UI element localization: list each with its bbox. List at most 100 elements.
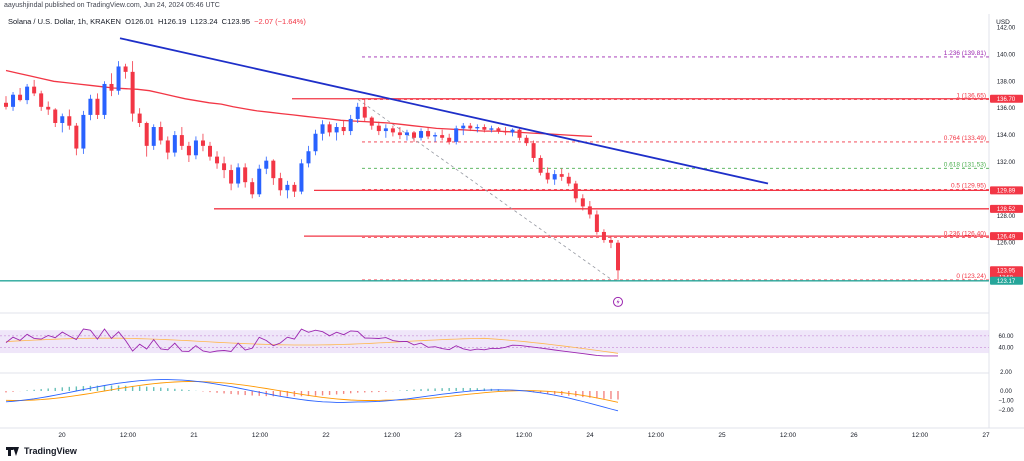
macd-tick-label: 2.00 (1000, 370, 1012, 376)
candle-body (116, 66, 121, 91)
candle-body (587, 206, 592, 215)
candle-body (67, 116, 72, 126)
candle-body (503, 131, 508, 133)
low-label: L (190, 17, 195, 26)
candle-body (208, 145, 212, 157)
candle-body (299, 163, 304, 192)
candle-body (74, 125, 79, 149)
candle-body (390, 128, 395, 133)
candle-body (193, 140, 198, 156)
candle-body (278, 178, 283, 191)
candle-body (573, 183, 578, 199)
price-axis-badge (990, 276, 1023, 285)
x-tick-label: 12:00 (648, 432, 665, 439)
candle-body (4, 102, 8, 107)
candle-body (306, 151, 311, 164)
candle-body (510, 129, 515, 133)
tradingview-footer[interactable]: TradingView (6, 446, 77, 456)
open-label: O (125, 17, 131, 26)
open-value: 126.01 (130, 17, 154, 26)
candle-body (580, 198, 585, 207)
candle-body (608, 240, 613, 243)
high-value: 126.19 (163, 17, 187, 26)
price-axis-badge (990, 186, 1023, 195)
candle-body (454, 128, 459, 142)
candle-body (53, 109, 58, 123)
x-tick-label: 24 (586, 432, 594, 439)
x-tick-label: 23 (454, 432, 462, 439)
fib-level-label: 0.618 (131.53) (944, 161, 986, 168)
price-axis-badge (990, 94, 1023, 103)
candle-body (348, 118, 353, 132)
candle-body (376, 125, 381, 132)
candle-body (222, 163, 227, 171)
candle-body (341, 127, 346, 132)
candle-body (566, 176, 571, 184)
candle-body (130, 71, 135, 114)
price-axis-badge-text: 129.89 (997, 189, 1016, 195)
candle-body (601, 231, 606, 241)
y-tick-label: 136.00 (997, 106, 1016, 112)
price-axis-badge-text: 136.70 (997, 97, 1016, 103)
symbol-name: Solana / U.S. Dollar, 1h, KRAKEN (8, 17, 121, 26)
candle-body (144, 122, 149, 146)
price-axis-badge-text: 128.52 (997, 207, 1016, 213)
candle-body (496, 128, 501, 132)
candle-body (334, 127, 339, 133)
rsi-line (5, 328, 618, 357)
rsi-tick-label: 60.00 (998, 334, 1014, 340)
macd-signal-line (5, 381, 619, 403)
candle-body (552, 174, 557, 180)
candle-body (594, 214, 599, 232)
candle-body (475, 127, 480, 129)
price-axis-badge (990, 232, 1023, 241)
fib-measure-line (357, 99, 613, 281)
x-tick-label: 12:00 (912, 432, 929, 439)
candle-body (482, 127, 487, 130)
candle-body (39, 93, 44, 107)
bearish-trendline (119, 37, 769, 185)
candle-body (179, 135, 184, 146)
candle-body (517, 129, 522, 138)
y-tick-label: 128.00 (997, 214, 1016, 220)
candle-body (489, 128, 494, 130)
change-value: −2.07 (−1.64%) (254, 17, 306, 26)
candle-body (362, 106, 367, 118)
candle-body (285, 184, 290, 191)
candle-body (81, 114, 86, 149)
y-tick-label: 132.00 (997, 160, 1016, 166)
moving-average-line (5, 69, 593, 138)
candle-body (271, 160, 276, 179)
x-tick-label: 27 (982, 432, 990, 439)
x-tick-label: 21 (190, 432, 198, 439)
close-value: 123.95 (227, 17, 251, 26)
axis-unit-label: USD (996, 19, 1010, 26)
candle-body (292, 184, 297, 192)
candle-body (355, 106, 360, 119)
candle-body (369, 117, 374, 126)
price-axis-badge-text: 123.17 (997, 279, 1016, 285)
high-label: H (157, 17, 164, 26)
candle-body (545, 172, 550, 180)
candle-body (524, 137, 529, 144)
y-tick-label: 142.00 (997, 25, 1016, 31)
x-tick-label: 22 (322, 432, 330, 439)
candle-body (137, 113, 142, 123)
candle-body (46, 106, 51, 110)
x-tick-label: 26 (850, 432, 858, 439)
candle-body (538, 157, 543, 173)
candle-body (172, 135, 177, 153)
price-axis-badge-text: 123.95 (997, 269, 1016, 275)
candle-body (257, 168, 262, 195)
tradingview-logo-icon (6, 446, 20, 456)
fib-level-label: 0.764 (133.49) (944, 135, 986, 142)
candle-body (236, 167, 241, 184)
candle-body (616, 242, 620, 271)
publisher-caption: aayushjindal published on TradingView.co… (4, 2, 220, 9)
candle-body (404, 132, 409, 136)
candle-body (426, 131, 431, 137)
rsi-signal-line (5, 337, 619, 354)
candle-body (109, 83, 114, 91)
candle-body (433, 135, 438, 137)
